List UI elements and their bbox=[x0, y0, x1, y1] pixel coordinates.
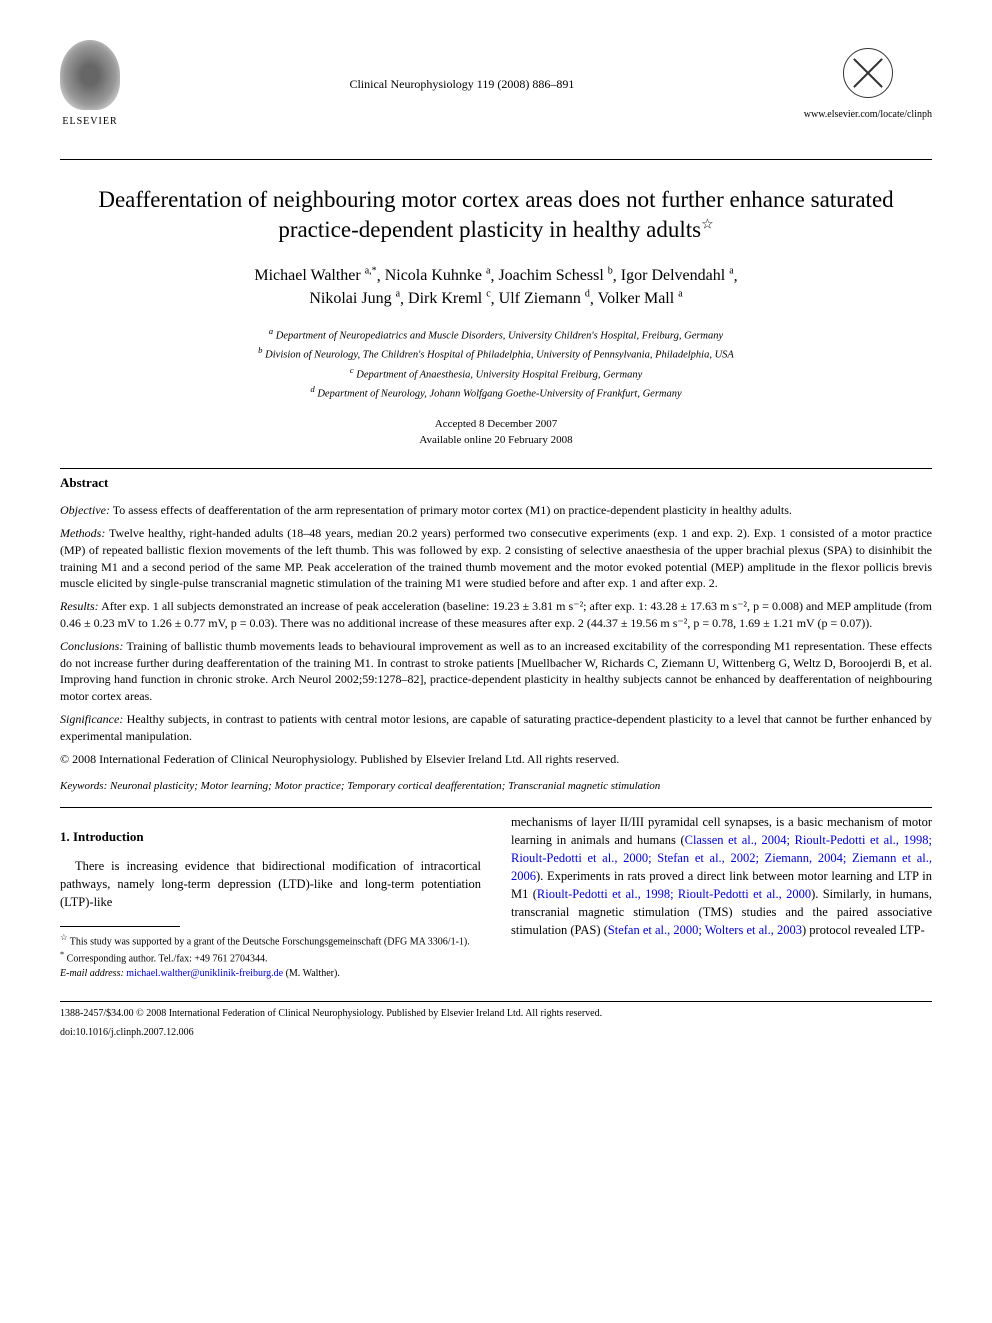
divider bbox=[60, 468, 932, 469]
abstract-methods: Methods: Twelve healthy, right-handed ad… bbox=[60, 525, 932, 592]
abstract-significance: Significance: Healthy subjects, in contr… bbox=[60, 711, 932, 745]
title-note-marker: ☆ bbox=[701, 217, 714, 232]
footnote-email: E-mail address: michael.walther@uniklini… bbox=[60, 967, 481, 981]
publisher-name: ELSEVIER bbox=[62, 115, 117, 129]
author: Dirk Kreml c bbox=[408, 290, 491, 307]
title-text: Deafferentation of neighbouring motor co… bbox=[98, 187, 893, 242]
header-row: ELSEVIER Clinical Neurophysiology 119 (2… bbox=[60, 40, 932, 129]
available-date: Available online 20 February 2008 bbox=[419, 434, 572, 446]
footnote-funding: ☆ This study was supported by a grant of… bbox=[60, 932, 481, 949]
body-columns: 1. Introduction There is increasing evid… bbox=[60, 813, 932, 981]
author: Nikolai Jung a bbox=[309, 290, 400, 307]
author: Nicola Kuhnke a bbox=[385, 267, 491, 284]
email-link[interactable]: michael.walther@uniklinik-freiburg.de bbox=[126, 968, 283, 979]
accepted-date: Accepted 8 December 2007 bbox=[435, 418, 557, 430]
bottom-copyright: 1388-2457/$34.00 © 2008 International Fe… bbox=[60, 1007, 932, 1021]
left-column: 1. Introduction There is increasing evid… bbox=[60, 813, 481, 981]
abstract-conclusions: Conclusions: Training of ballistic thumb… bbox=[60, 638, 932, 705]
elsevier-tree-icon bbox=[60, 40, 120, 110]
author: Michael Walther a,* bbox=[254, 267, 376, 284]
bottom-divider bbox=[60, 1001, 932, 1002]
author: Joachim Schessl b bbox=[498, 267, 612, 284]
authors-list: Michael Walther a,*, Nicola Kuhnke a, Jo… bbox=[60, 265, 932, 310]
elsevier-logo: ELSEVIER bbox=[60, 40, 120, 129]
intro-para-right: mechanisms of layer II/III pyramidal cel… bbox=[511, 813, 932, 940]
publication-dates: Accepted 8 December 2007 Available onlin… bbox=[60, 417, 932, 448]
abstract-copyright: © 2008 International Federation of Clini… bbox=[60, 751, 932, 768]
abstract-results: Results: After exp. 1 all subjects demon… bbox=[60, 598, 932, 632]
affiliations: a Department of Neuropediatrics and Musc… bbox=[60, 325, 932, 402]
keywords: Keywords: Neuronal plasticity; Motor lea… bbox=[60, 779, 932, 794]
author: Volker Mall a bbox=[598, 290, 683, 307]
divider bbox=[60, 807, 932, 808]
divider bbox=[60, 159, 932, 160]
journal-url: www.elsevier.com/locate/clinph bbox=[804, 108, 932, 122]
article-title: Deafferentation of neighbouring motor co… bbox=[80, 185, 912, 245]
author: Igor Delvendahl a bbox=[621, 267, 734, 284]
journal-logo: www.elsevier.com/locate/clinph bbox=[804, 48, 932, 122]
journal-citation: Clinical Neurophysiology 119 (2008) 886–… bbox=[349, 76, 574, 93]
footnote-corresponding: * Corresponding author. Tel./fax: +49 76… bbox=[60, 949, 481, 966]
abstract-objective: Objective: To assess effects of deaffere… bbox=[60, 502, 932, 519]
compass-icon bbox=[843, 48, 893, 98]
author: Ulf Ziemann d bbox=[499, 290, 590, 307]
right-column: mechanisms of layer II/III pyramidal cel… bbox=[511, 813, 932, 981]
abstract-heading: Abstract bbox=[60, 474, 932, 492]
intro-heading: 1. Introduction bbox=[60, 828, 481, 847]
citation-link[interactable]: Rioult-Pedotti et al., 1998; Rioult-Pedo… bbox=[537, 887, 811, 901]
intro-para-left: There is increasing evidence that bidire… bbox=[60, 857, 481, 911]
doi: doi:10.1016/j.clinph.2007.12.006 bbox=[60, 1026, 932, 1040]
citation-link[interactable]: Stefan et al., 2000; Wolters et al., 200… bbox=[608, 923, 802, 937]
footnote-rule bbox=[60, 926, 180, 927]
